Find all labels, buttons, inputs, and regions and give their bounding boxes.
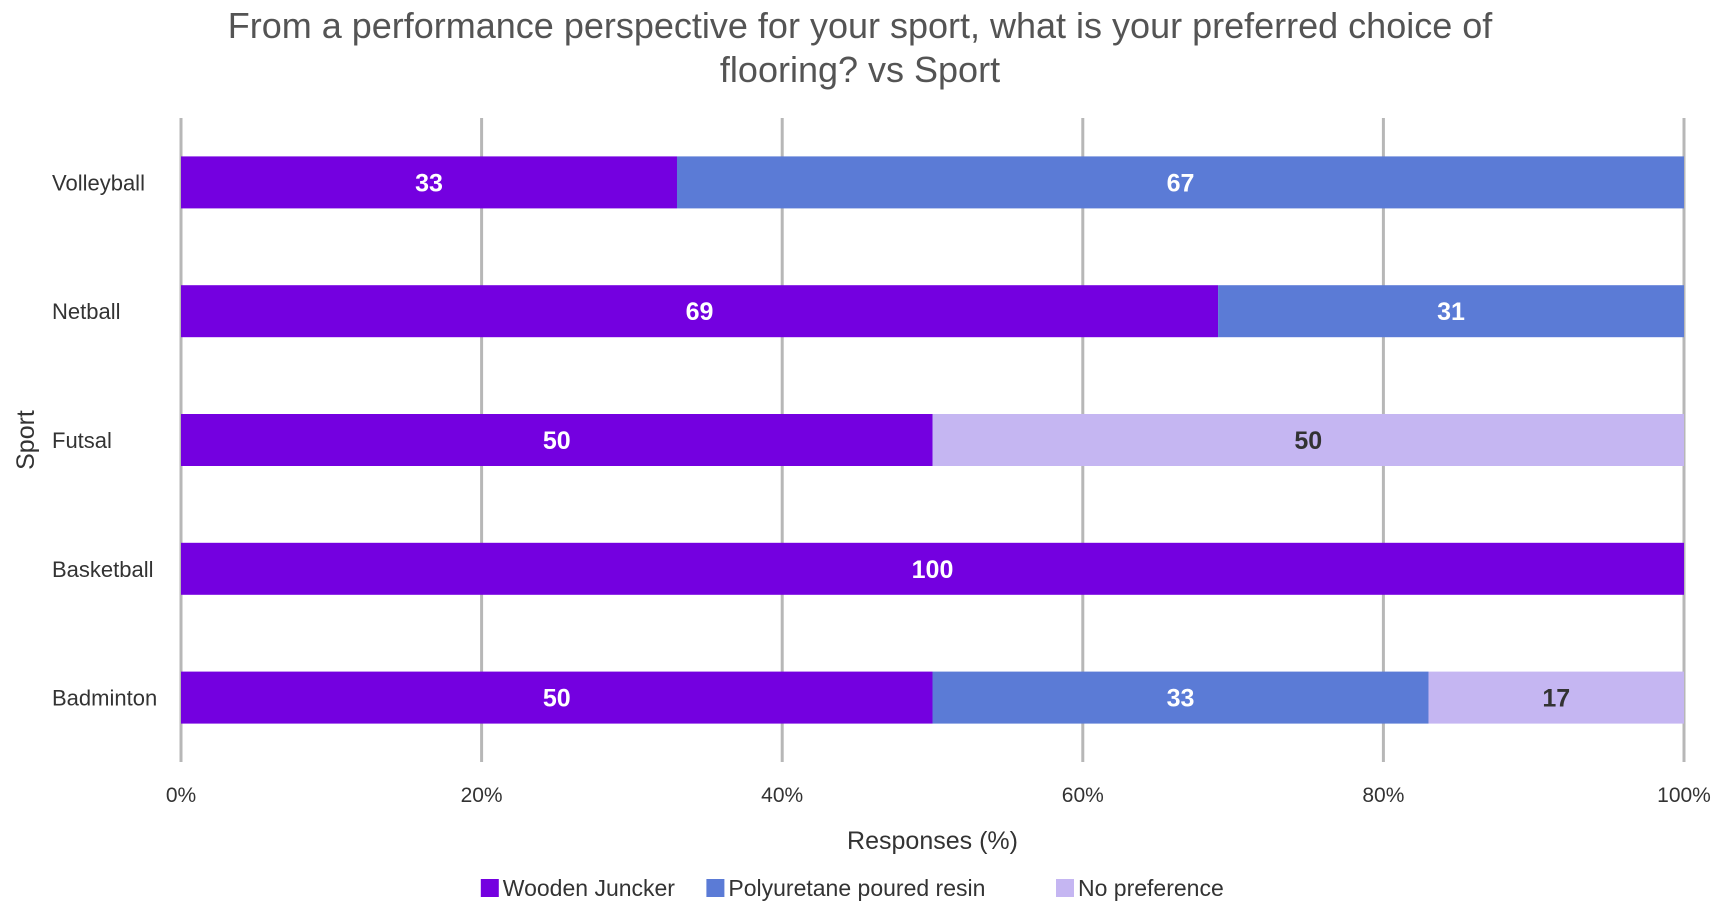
bar-segment — [181, 414, 933, 466]
legend-item: Polyuretane poured resin — [706, 875, 985, 901]
legend-swatch — [706, 879, 725, 897]
bar-segment — [1428, 671, 1684, 724]
bar-segment — [181, 285, 1219, 338]
chart-title: From a performance perspective for your … — [228, 5, 1494, 90]
legend-label: Wooden Juncker — [503, 875, 676, 901]
data-label: 67 — [1167, 169, 1195, 197]
bar-segment — [1218, 285, 1684, 338]
bar-segment — [181, 671, 933, 724]
x-tick-labels: 0% 20% 40% 60% 80% 100% — [166, 784, 1711, 807]
legend: Wooden Juncker Polyuretane poured resin No… — [480, 875, 1224, 901]
legend-item: Wooden Juncker — [480, 875, 676, 901]
bar-segment — [932, 671, 1429, 724]
data-label: 33 — [415, 169, 443, 197]
category-label: Netball — [52, 299, 120, 324]
bar-segment — [181, 156, 677, 209]
legend-label: No preference — [1078, 875, 1224, 901]
category-label: Badminton — [52, 686, 157, 711]
bars — [181, 156, 1684, 724]
x-tick-label: 0% — [166, 784, 196, 807]
legend-item: No preference — [1056, 875, 1224, 901]
data-label: 33 — [1167, 685, 1195, 713]
x-tick-label: 60% — [1062, 784, 1104, 807]
legend-swatch — [1056, 879, 1074, 897]
legend-swatch — [480, 879, 499, 897]
data-label: 50 — [543, 685, 571, 713]
bar-segment — [932, 414, 1684, 466]
x-tick-label: 80% — [1362, 784, 1404, 807]
category-label: Basketball — [52, 557, 154, 582]
chart-title-line: flooring? vs Sport — [720, 49, 1000, 90]
x-axis-title: Responses (%) — [847, 827, 1018, 855]
bar-segment — [181, 542, 1684, 595]
data-label: 17 — [1542, 685, 1570, 713]
category-labels: Volleyball Netball Futsal Basketball Badmint… — [52, 170, 157, 710]
legend-label: Polyuretane poured resin — [728, 875, 985, 901]
data-label: 31 — [1437, 298, 1465, 326]
y-axis-title: Sport — [12, 410, 40, 470]
bar-segment — [676, 156, 1684, 209]
category-label: Volleyball — [52, 170, 145, 195]
data-label: 50 — [1294, 427, 1322, 455]
data-label: 50 — [543, 427, 571, 455]
data-label: 69 — [686, 298, 714, 326]
chart-title-line: From a performance perspective for your … — [228, 5, 1494, 46]
x-tick-label: 40% — [761, 784, 803, 807]
data-label: 100 — [912, 556, 954, 584]
x-tick-label: 20% — [461, 784, 503, 807]
data-labels: 33 67 69 31 50 50 100 50 33 17 — [415, 169, 1570, 712]
x-tick-label: 100% — [1657, 784, 1711, 807]
category-label: Futsal — [52, 428, 112, 453]
